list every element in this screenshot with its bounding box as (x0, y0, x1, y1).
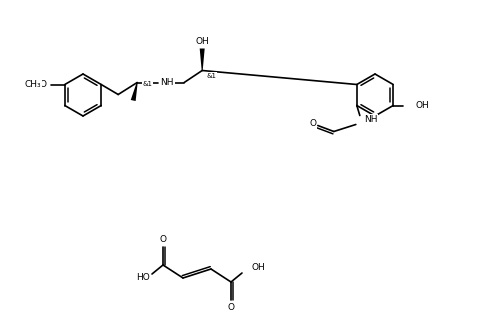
Text: NH: NH (364, 115, 377, 124)
Text: O: O (160, 235, 167, 244)
Text: &1: &1 (206, 73, 216, 79)
Text: O: O (309, 119, 316, 128)
Polygon shape (131, 82, 137, 101)
Polygon shape (200, 49, 205, 71)
Text: NH: NH (160, 78, 174, 87)
Text: OH: OH (415, 101, 429, 110)
Text: &1: &1 (142, 82, 152, 88)
Text: O: O (228, 302, 235, 311)
Text: OH: OH (195, 37, 209, 46)
Text: CH₃: CH₃ (24, 80, 41, 89)
Text: OH: OH (252, 263, 266, 272)
Text: HO: HO (136, 272, 150, 281)
Text: O: O (40, 80, 47, 89)
